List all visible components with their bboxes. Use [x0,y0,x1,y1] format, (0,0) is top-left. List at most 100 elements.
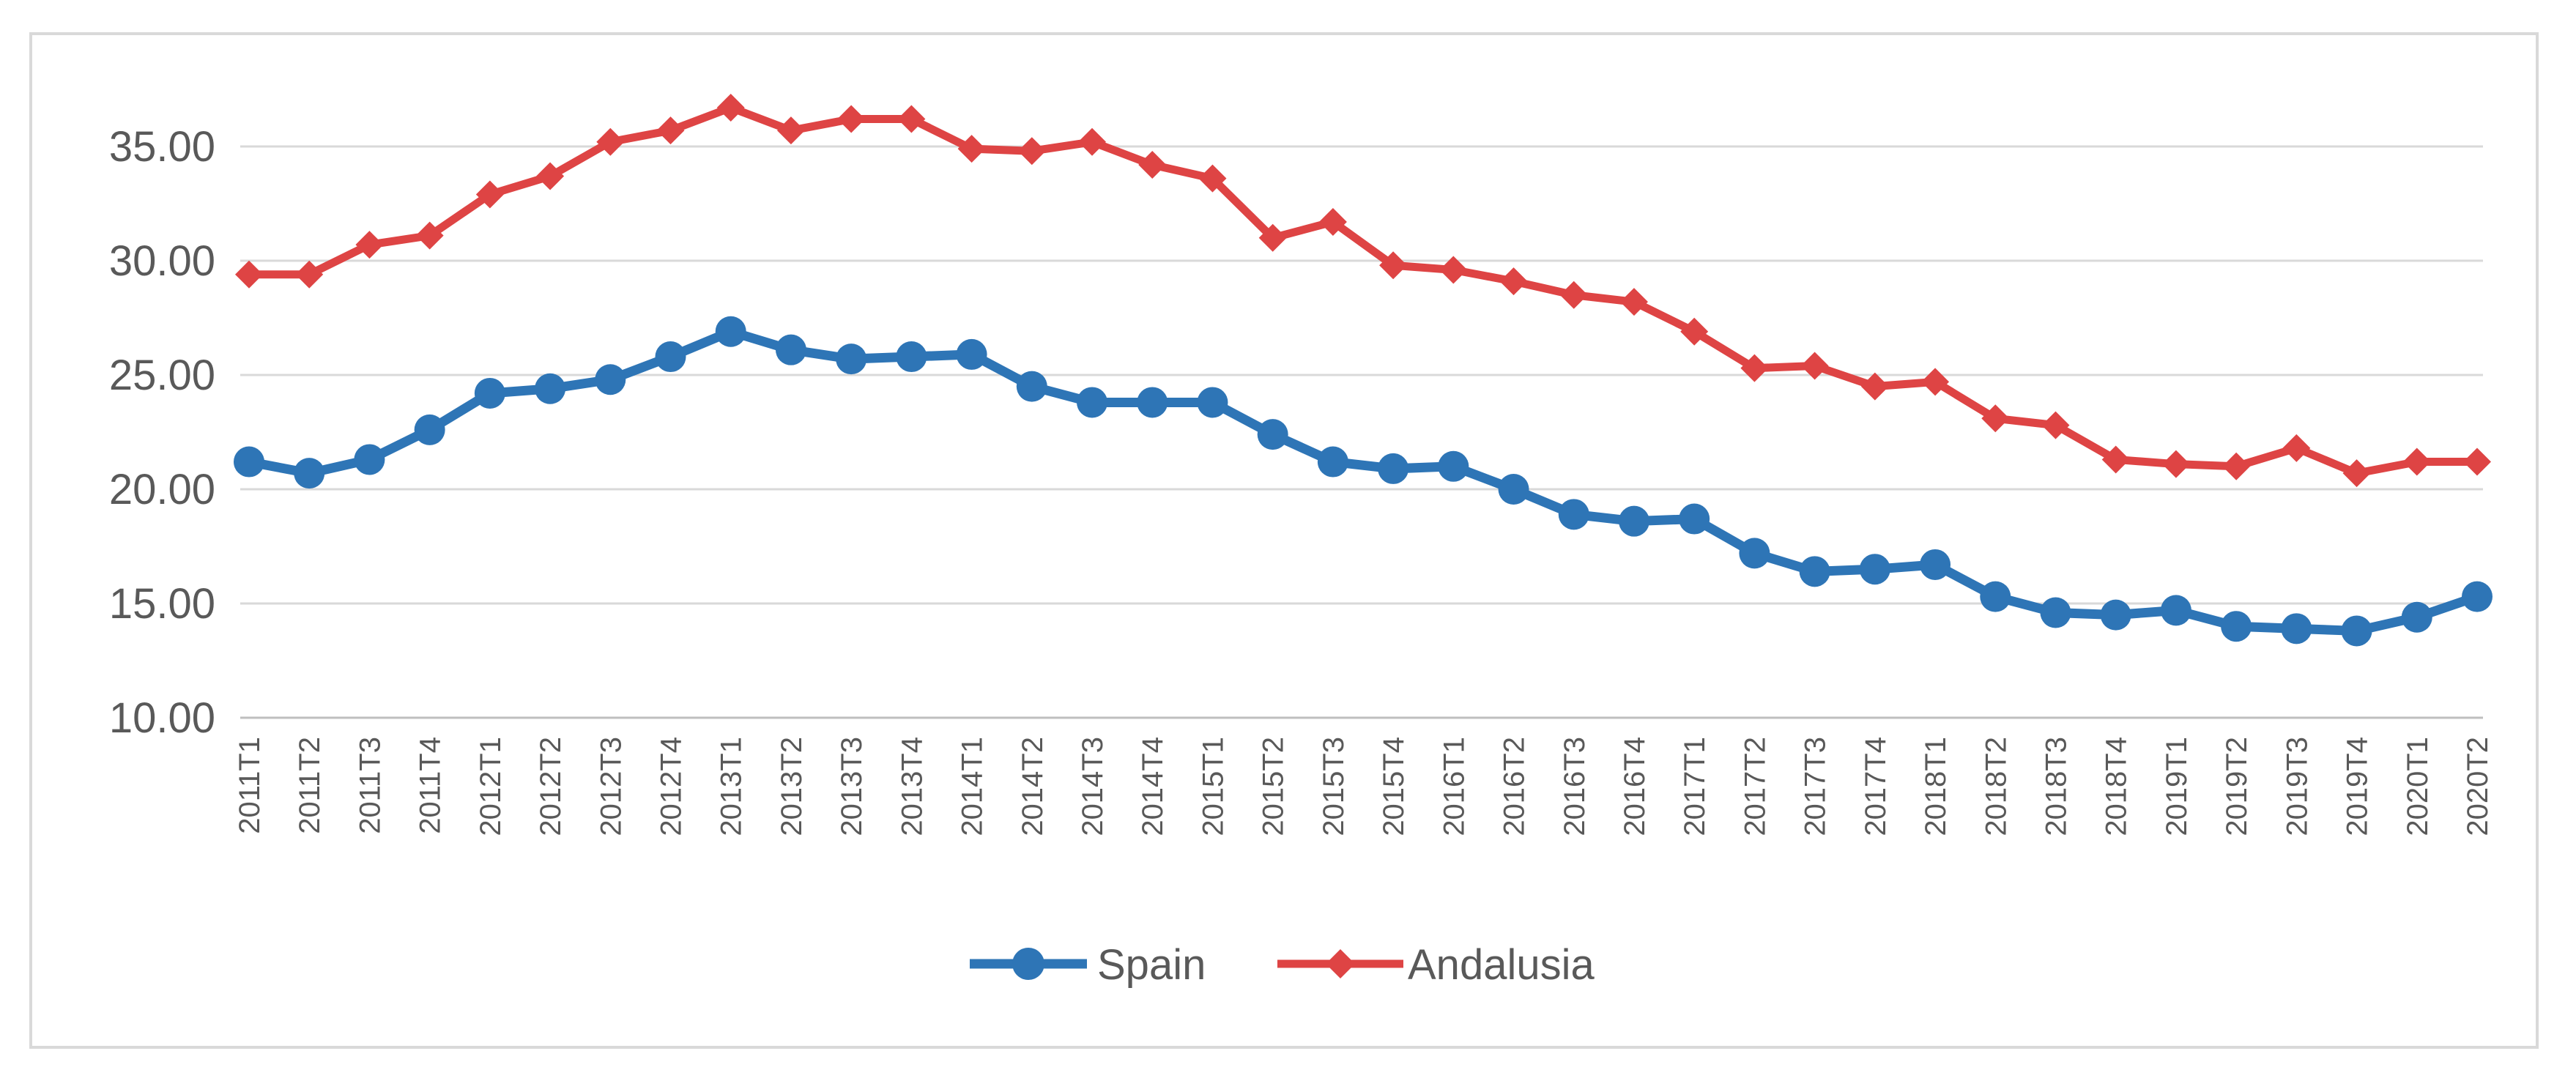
legend-label-spain: Spain [1097,941,1206,989]
x-tick-label: 2019T1 [2161,737,2193,836]
x-tick-label: 2018T3 [2040,737,2072,836]
legend-item-andalusia: Andalusia [1277,941,1595,989]
data-point-spain [1016,371,1047,402]
x-tick-label: 2017T4 [1860,737,1892,836]
x-tick-label: 2018T4 [2101,737,2133,836]
data-point-andalusia [957,135,986,163]
data-point-spain [535,373,566,404]
x-tick-label: 2012T3 [595,737,627,836]
data-point-spain [2040,597,2071,628]
data-point-spain [1799,556,1830,587]
data-point-spain [2221,611,2252,642]
data-point-spain [474,377,505,409]
series-group [234,93,2493,647]
data-point-andalusia [897,105,926,133]
data-point-andalusia [1981,404,2010,433]
legend-item-spain: Spain [970,941,1206,989]
data-point-andalusia [1198,164,1227,193]
y-tick-label: 15.00 [109,580,215,628]
chart-frame: 10.00 15.00 20.00 25.00 30.00 35.00 2011T1 201… [29,32,2539,1049]
data-point-andalusia [1439,256,1468,284]
data-point-spain [2401,601,2432,633]
series-spain [234,316,2493,647]
data-point-andalusia [2402,447,2431,476]
data-point-spain [595,364,626,395]
x-tick-label: 2011T4 [415,737,447,834]
x-tick-label: 2013T4 [896,737,928,836]
data-point-spain [775,334,806,365]
legend-marker-spain [1012,948,1044,980]
data-point-spain [2341,615,2372,647]
x-tick-label: 2019T3 [2281,737,2313,836]
data-point-spain [1618,505,1649,537]
data-point-andalusia [536,162,565,190]
x-tick-label: 2012T4 [656,737,688,836]
x-axis-ticks: 2011T1 2011T2 2011T3 2011T4 2012T1 2012T2 2012… [234,737,2494,836]
legend-marker-andalusia [1326,949,1355,978]
data-point-andalusia [355,231,384,259]
series-line-andalusia [249,103,2477,478]
y-tick-label: 20.00 [109,466,215,513]
data-point-spain [1739,538,1770,569]
data-point-spain [2281,613,2312,644]
data-point-andalusia [596,127,625,156]
x-tick-label: 2016T1 [1438,737,1470,836]
data-point-andalusia [2463,447,2491,476]
data-point-spain [234,446,264,478]
data-point-spain [1317,446,1348,478]
y-tick-label: 35.00 [109,123,215,171]
data-point-andalusia [1680,317,1709,346]
data-point-spain [2100,599,2131,631]
data-point-andalusia [1258,223,1287,252]
x-tick-label: 2018T1 [1920,737,1952,836]
y-axis-ticks: 10.00 15.00 20.00 25.00 30.00 35.00 [109,123,215,742]
series-line-spain [248,327,2479,636]
legend: Spain Andalusia [970,941,1595,989]
data-point-spain [1077,387,1108,418]
data-point-spain [1558,499,1589,530]
x-tick-label: 2020T1 [2402,737,2434,836]
data-point-spain [715,316,746,347]
data-point-andalusia [1138,150,1167,179]
x-tick-label: 2016T2 [1499,737,1531,836]
data-point-andalusia [2101,445,2130,474]
data-point-spain [1378,453,1409,484]
data-point-spain [1438,450,1469,482]
data-point-spain [836,343,867,375]
data-point-spain [896,341,927,373]
data-point-spain [1859,554,1890,585]
data-point-andalusia [1860,372,1889,401]
data-point-andalusia [776,116,805,145]
data-point-spain [655,341,686,373]
data-point-andalusia [2282,434,2311,462]
data-point-andalusia [1921,368,1950,396]
x-tick-label: 2012T2 [535,737,567,836]
data-point-spain [414,414,445,445]
data-point-andalusia [837,105,866,133]
data-point-andalusia [415,221,444,250]
x-tick-label: 2014T1 [957,737,989,836]
x-tick-label: 2017T3 [1800,737,1832,836]
series-andalusia [235,93,2491,488]
x-tick-label: 2011T2 [294,737,326,834]
data-point-spain [956,338,987,370]
data-point-spain [2462,581,2493,612]
x-tick-label: 2013T1 [716,737,748,836]
data-point-andalusia [1740,354,1769,382]
data-point-andalusia [1017,137,1046,166]
data-point-spain [1679,503,1710,535]
x-tick-label: 2014T4 [1137,737,1169,836]
y-tick-label: 25.00 [109,352,215,399]
x-tick-label: 2012T1 [475,737,507,836]
data-point-andalusia [475,180,504,209]
data-point-andalusia [1559,281,1588,309]
x-tick-label: 2014T2 [1017,737,1049,836]
data-point-andalusia [1619,288,1648,316]
x-tick-label: 2016T3 [1559,737,1591,836]
data-point-andalusia [295,260,324,289]
x-tick-label: 2016T4 [1619,737,1651,836]
x-tick-label: 2011T1 [234,737,266,834]
y-tick-label: 30.00 [109,237,215,285]
x-tick-label: 2011T3 [354,737,386,834]
